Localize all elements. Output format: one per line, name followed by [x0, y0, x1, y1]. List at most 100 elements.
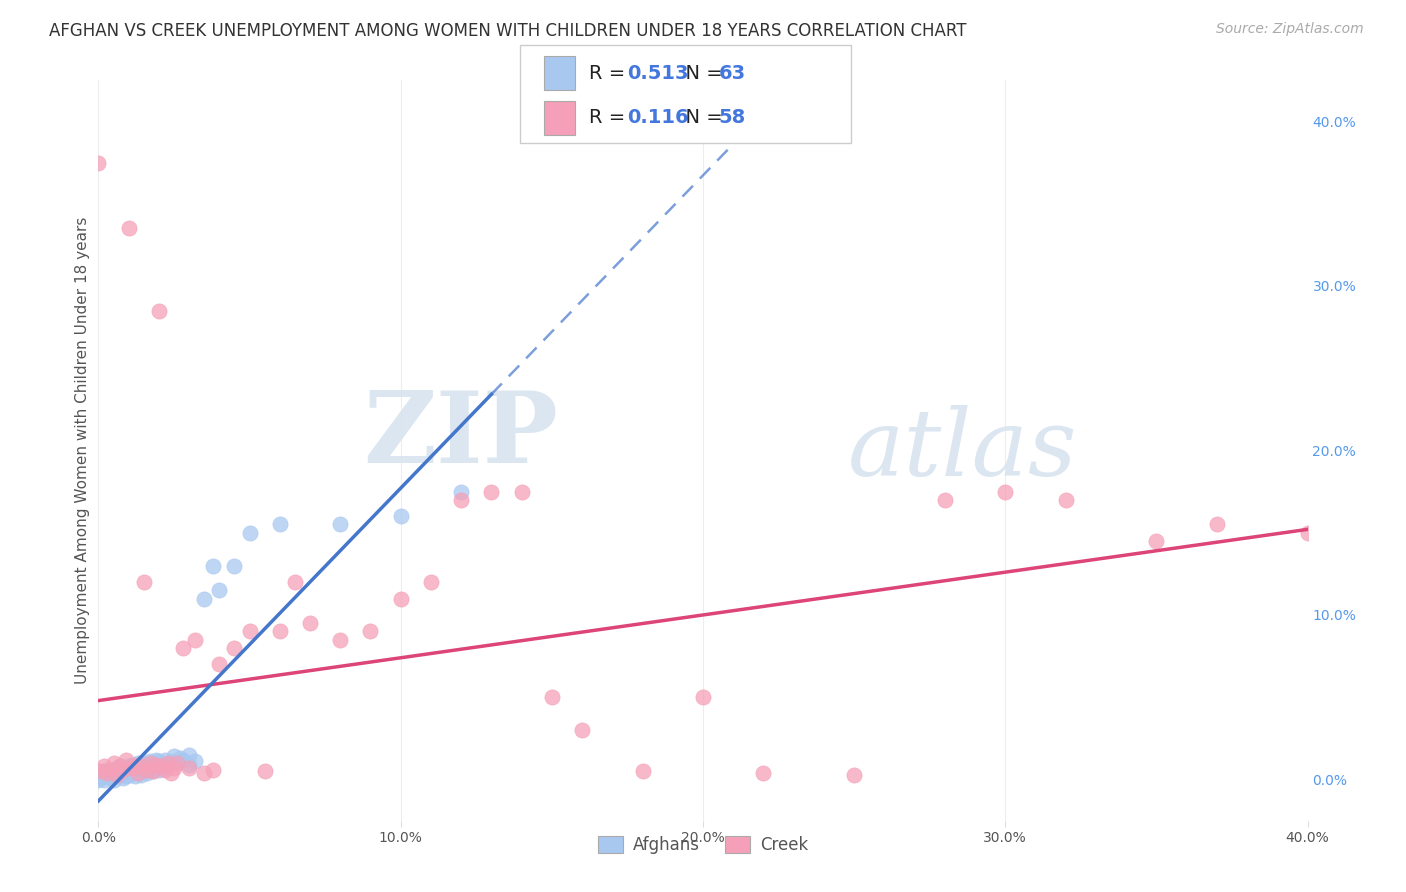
Point [124, 769, 146, 783]
Point [450, 484, 472, 499]
Point [108, 759, 131, 773]
Point [184, 632, 207, 647]
Point [105, 767, 128, 781]
Point [269, 517, 291, 532]
Point [450, 492, 472, 507]
Point [148, 755, 170, 769]
Text: 63: 63 [718, 63, 745, 83]
Point [179, 761, 201, 775]
Point [160, 755, 183, 769]
Point [142, 764, 165, 779]
Point [184, 755, 207, 769]
Point [96, 763, 118, 777]
Point [1206, 517, 1229, 532]
Point [150, 759, 173, 773]
Point [127, 764, 149, 779]
Point [114, 769, 136, 783]
Point [179, 757, 201, 772]
Point [148, 303, 170, 318]
Point [153, 763, 176, 777]
Point [145, 757, 167, 772]
Point [202, 763, 225, 777]
Point [139, 763, 162, 777]
Point [253, 764, 276, 779]
Point [844, 767, 866, 781]
Point [127, 756, 149, 770]
Point [153, 753, 176, 767]
Point [420, 575, 443, 590]
Point [1054, 492, 1077, 507]
Point [172, 753, 194, 767]
Point [631, 764, 654, 779]
Point [156, 756, 179, 770]
Text: Source: ZipAtlas.com: Source: ZipAtlas.com [1216, 22, 1364, 37]
Point [90, 771, 112, 785]
Point [163, 749, 186, 764]
Point [540, 690, 562, 705]
Point [148, 763, 170, 777]
Point [90, 764, 112, 779]
Point [139, 755, 162, 769]
Point [135, 759, 157, 773]
Point [105, 761, 128, 775]
Point [571, 723, 593, 738]
Text: R =: R = [589, 63, 631, 83]
Point [208, 583, 231, 598]
Text: ZIP: ZIP [363, 387, 558, 484]
Text: R =: R = [589, 108, 631, 128]
Point [389, 509, 412, 524]
Point [127, 766, 149, 780]
Point [239, 624, 262, 639]
Point [193, 591, 215, 606]
Point [87, 769, 110, 783]
Point [269, 624, 291, 639]
Text: 58: 58 [718, 108, 745, 128]
Point [108, 767, 131, 781]
Point [108, 759, 131, 773]
Point [202, 558, 225, 573]
Point [87, 772, 110, 787]
Point [299, 616, 322, 631]
Point [87, 764, 110, 779]
Point [105, 769, 128, 783]
Text: N =: N = [673, 108, 730, 128]
Point [160, 766, 183, 780]
Point [129, 759, 152, 773]
Point [132, 575, 155, 590]
Point [100, 771, 122, 785]
Point [121, 761, 143, 775]
Point [329, 632, 352, 647]
Point [1144, 533, 1167, 548]
Point [145, 753, 167, 767]
Point [389, 591, 412, 606]
Point [481, 484, 503, 499]
Point [224, 558, 246, 573]
Point [166, 756, 188, 770]
Point [142, 764, 165, 779]
Point [139, 756, 162, 770]
Point [100, 767, 122, 781]
Point [118, 759, 141, 773]
Point [994, 484, 1017, 499]
Text: AFGHAN VS CREEK UNEMPLOYMENT AMONG WOMEN WITH CHILDREN UNDER 18 YEARS CORRELATIO: AFGHAN VS CREEK UNEMPLOYMENT AMONG WOMEN… [49, 22, 967, 40]
Point [100, 763, 122, 777]
Y-axis label: Unemployment Among Women with Children Under 18 years: Unemployment Among Women with Children U… [75, 217, 90, 684]
Point [166, 756, 188, 770]
Point [103, 764, 125, 779]
Text: 0.513: 0.513 [627, 63, 689, 83]
Point [111, 763, 134, 777]
Point [124, 757, 146, 772]
Point [179, 747, 201, 762]
Point [129, 767, 152, 781]
Point [172, 640, 194, 655]
Point [169, 751, 191, 765]
Text: N =: N = [673, 63, 730, 83]
Point [150, 759, 173, 773]
Point [510, 484, 533, 499]
Point [124, 761, 146, 775]
Point [360, 624, 382, 639]
Point [153, 761, 176, 775]
Point [93, 772, 115, 787]
Text: 0.116: 0.116 [627, 108, 689, 128]
Point [142, 757, 165, 772]
